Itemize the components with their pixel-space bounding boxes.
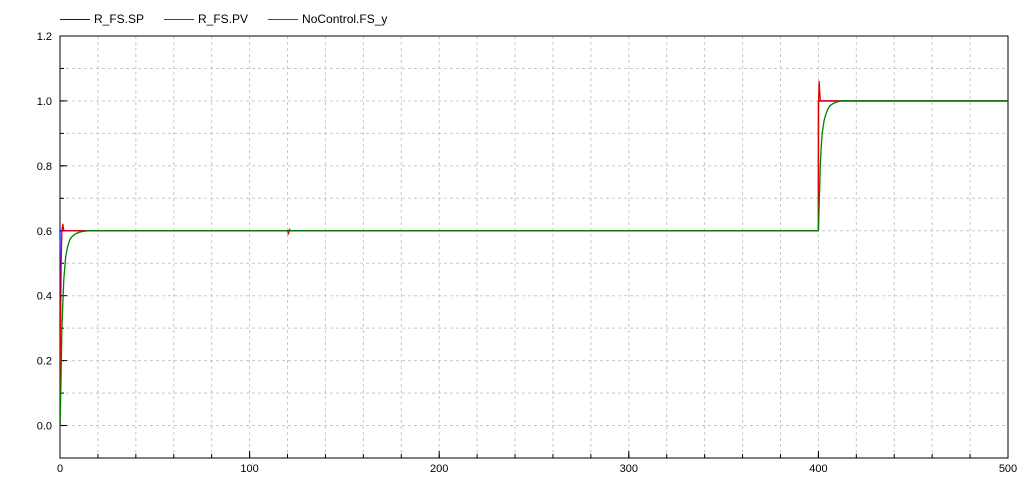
y-tick-label: 1.2 [37, 31, 52, 43]
axis-layer: 0 100 200 300 400 500 0.0 0.2 0.4 0.6 0.8 1.0 1.2 [37, 31, 1017, 475]
x-tick-label: 500 [999, 463, 1017, 475]
series-layer [60, 80, 1008, 426]
legend-swatch-nocontrol [268, 18, 299, 20]
y-tick-label: 0.6 [37, 226, 52, 238]
x-tick-label: 100 [240, 463, 258, 475]
legend-swatch-pv [164, 18, 195, 20]
x-tick-label: 0 [57, 463, 63, 475]
legend-item-pv: R_FS.PV [164, 12, 248, 26]
y-tick-label: 0.8 [37, 161, 52, 173]
x-tick-label: 400 [809, 463, 827, 475]
series-line-nocontrol [60, 100, 1008, 426]
legend-label-pv: R_FS.PV [198, 12, 249, 26]
legend: R_FS.SP R_FS.PV NoControl.FS_y [60, 10, 407, 28]
x-tick-label: 200 [430, 463, 448, 475]
legend-item-nocontrol: NoControl.FS_y [268, 12, 387, 26]
y-tick-label: 0.0 [37, 421, 52, 433]
legend-label-nocontrol: NoControl.FS_y [302, 12, 388, 26]
grid-layer [60, 36, 1008, 458]
plot-frame [59, 35, 1009, 459]
legend-swatch-sp [60, 18, 90, 20]
x-tick-label: 300 [620, 463, 638, 475]
y-tick-label: 0.2 [37, 356, 52, 368]
legend-item-sp: R_FS.SP [60, 12, 144, 26]
y-tick-label: 0.4 [37, 291, 52, 303]
legend-label-sp: R_FS.SP [94, 12, 145, 26]
y-tick-label: 1.0 [37, 96, 52, 108]
series-line-pv [60, 80, 1008, 426]
